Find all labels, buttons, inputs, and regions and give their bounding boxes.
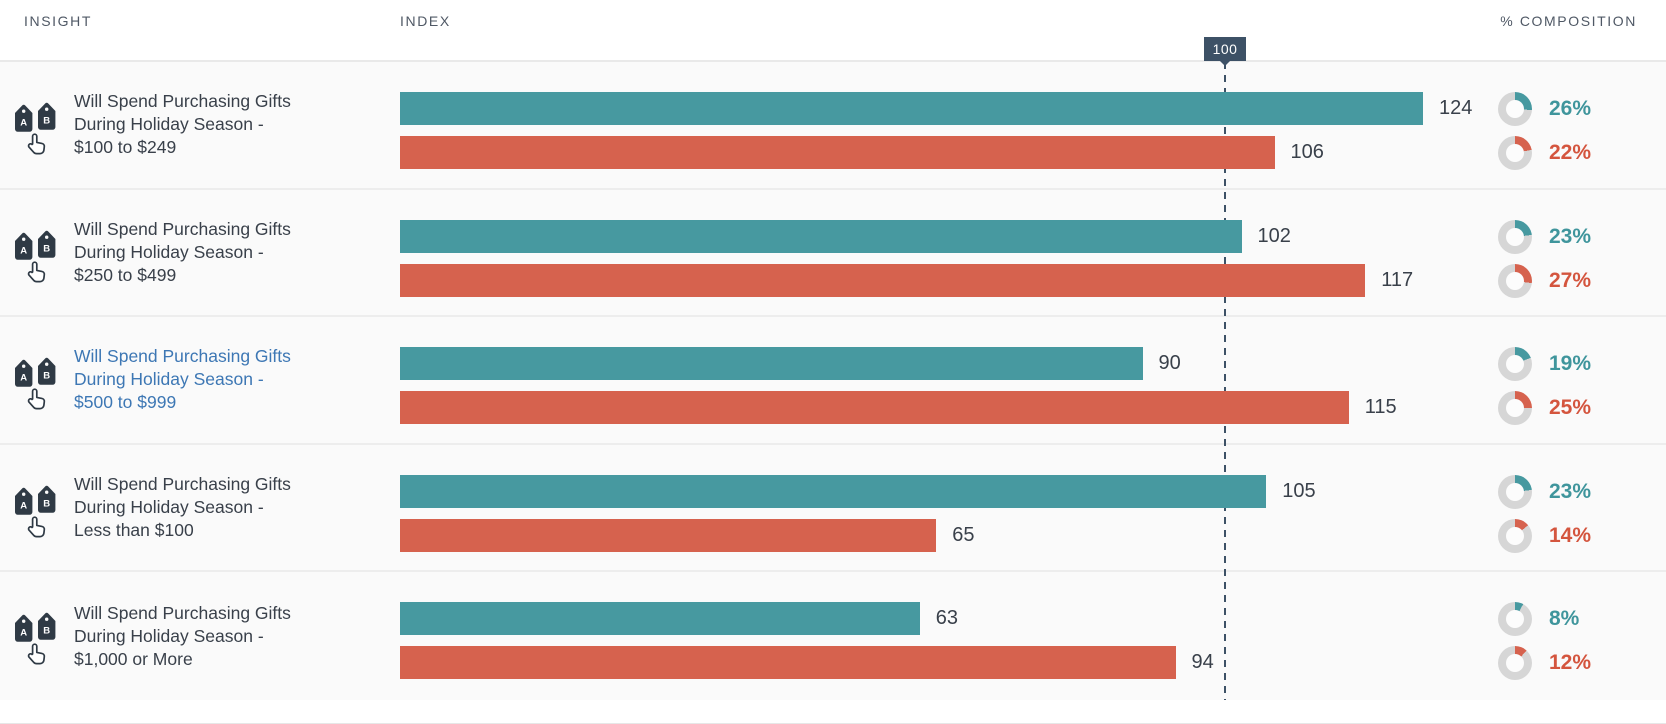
composition-donut-b	[1498, 263, 1532, 298]
index-bar-b	[400, 646, 1176, 680]
composition-donut-a	[1498, 219, 1532, 254]
composition-donut-b	[1498, 646, 1532, 681]
svg-text:A: A	[20, 628, 27, 639]
index-bar-b	[400, 263, 1366, 297]
insight-cell: Will Spend Purchasing Gifts During Holid…	[74, 572, 299, 700]
index-bar-b	[400, 136, 1275, 169]
composition-pct-a: 23%	[1549, 479, 1592, 503]
composition-pct-b: 14%	[1549, 523, 1592, 547]
svg-text:B: B	[43, 116, 50, 127]
index-100-reference-badge: 100	[1204, 37, 1246, 61]
svg-text:B: B	[43, 498, 50, 509]
svg-text:B: B	[43, 243, 50, 254]
insight-row: A B Will Spend Purchasing Gifts During H…	[0, 189, 1666, 318]
insight-link[interactable]: Will Spend Purchasing Gifts During Holid…	[74, 474, 291, 541]
index-value-b: 65	[952, 523, 975, 546]
index-value-a: 63	[935, 607, 958, 630]
index-bar-a	[400, 92, 1423, 125]
ab-compare-tags-icon[interactable]: A B	[14, 357, 66, 413]
composition-pct-b: 27%	[1549, 268, 1592, 292]
insight-rows: A B Will Spend Purchasing Gifts During H…	[0, 62, 1666, 700]
composition-donut-b	[1498, 518, 1532, 553]
index-value-b: 106	[1290, 141, 1324, 163]
insight-row: A B Will Spend Purchasing Gifts During H…	[0, 444, 1666, 573]
svg-text:B: B	[43, 371, 50, 382]
insight-row: A B Will Spend Purchasing Gifts During H…	[0, 572, 1666, 700]
svg-text:A: A	[20, 500, 27, 511]
insight-cell: Will Spend Purchasing Gifts During Holid…	[74, 62, 299, 188]
composition-donut-a	[1498, 92, 1532, 126]
composition-donut-a	[1498, 347, 1532, 382]
insight-cell: Will Spend Purchasing Gifts During Holid…	[74, 317, 299, 443]
composition-donut-b	[1498, 136, 1532, 170]
composition-donut-a	[1498, 602, 1532, 637]
index-bar-a	[400, 602, 920, 636]
index-bar-row-a: 105	[400, 474, 1316, 508]
svg-text:B: B	[43, 626, 50, 637]
index-bar-row-b: 115	[400, 391, 1397, 425]
composition-pct-b: 25%	[1549, 396, 1592, 420]
insight-link[interactable]: Will Spend Purchasing Gifts During Holid…	[74, 218, 291, 285]
index-value-a: 105	[1282, 479, 1316, 502]
column-header-index: INDEX	[400, 13, 451, 29]
svg-text:A: A	[20, 118, 27, 129]
index-bar-row-b: 117	[400, 263, 1414, 297]
insight-link[interactable]: Will Spend Purchasing Gifts During Holid…	[74, 602, 291, 669]
composition-pct-a: 8%	[1549, 607, 1580, 631]
index-bar-b	[400, 518, 937, 552]
composition-donut-a	[1498, 474, 1532, 509]
composition-pct-a: 23%	[1549, 224, 1592, 248]
index-value-b: 115	[1364, 396, 1397, 419]
index-value-a: 102	[1257, 224, 1291, 247]
index-value-a: 90	[1158, 352, 1181, 375]
reference-badge-label: 100	[1212, 41, 1238, 57]
index-bar-row-a: 90	[400, 347, 1181, 381]
index-value-b: 94	[1191, 651, 1214, 674]
insight-cell: Will Spend Purchasing Gifts During Holid…	[74, 190, 299, 316]
composition-pct-b: 12%	[1549, 651, 1592, 675]
index-bar-a	[400, 219, 1242, 253]
column-header-insight: INSIGHT	[24, 13, 92, 29]
composition-pct-a: 26%	[1549, 97, 1592, 120]
ab-compare-tags-icon[interactable]: A B	[14, 612, 66, 668]
insight-row: A B Will Spend Purchasing Gifts During H…	[0, 62, 1666, 190]
insight-link[interactable]: Will Spend Purchasing Gifts During Holid…	[74, 346, 291, 413]
index-bar-row-a: 63	[400, 602, 958, 636]
index-value-b: 117	[1381, 268, 1414, 291]
index-100-reference-line	[1224, 62, 1226, 700]
index-bar-row-b: 94	[400, 646, 1214, 680]
svg-text:A: A	[20, 373, 27, 384]
index-bar-a	[400, 347, 1143, 381]
column-header-composition: % COMPOSITION	[1500, 13, 1637, 29]
insight-row: A B Will Spend Purchasing Gifts During H…	[0, 317, 1666, 445]
index-bar-b	[400, 391, 1349, 425]
index-bar-row-a: 102	[400, 219, 1291, 253]
index-value-a: 124	[1439, 97, 1473, 119]
ab-compare-tags-icon[interactable]: A B	[14, 102, 66, 158]
header-divider	[0, 60, 1666, 62]
composition-pct-a: 19%	[1549, 352, 1592, 376]
index-bar-row-b: 65	[400, 518, 975, 552]
composition-donut-b	[1498, 391, 1532, 426]
index-bar-row-b: 106	[400, 136, 1324, 169]
index-bar-row-a: 124	[400, 92, 1472, 125]
index-bar-a	[400, 474, 1267, 508]
composition-pct-b: 22%	[1549, 141, 1592, 164]
insight-link[interactable]: Will Spend Purchasing Gifts During Holid…	[74, 91, 291, 158]
ab-compare-tags-icon[interactable]: A B	[14, 230, 66, 286]
svg-text:A: A	[20, 245, 27, 256]
insight-cell: Will Spend Purchasing Gifts During Holid…	[74, 445, 299, 571]
ab-compare-tags-icon[interactable]: A B	[14, 485, 66, 541]
